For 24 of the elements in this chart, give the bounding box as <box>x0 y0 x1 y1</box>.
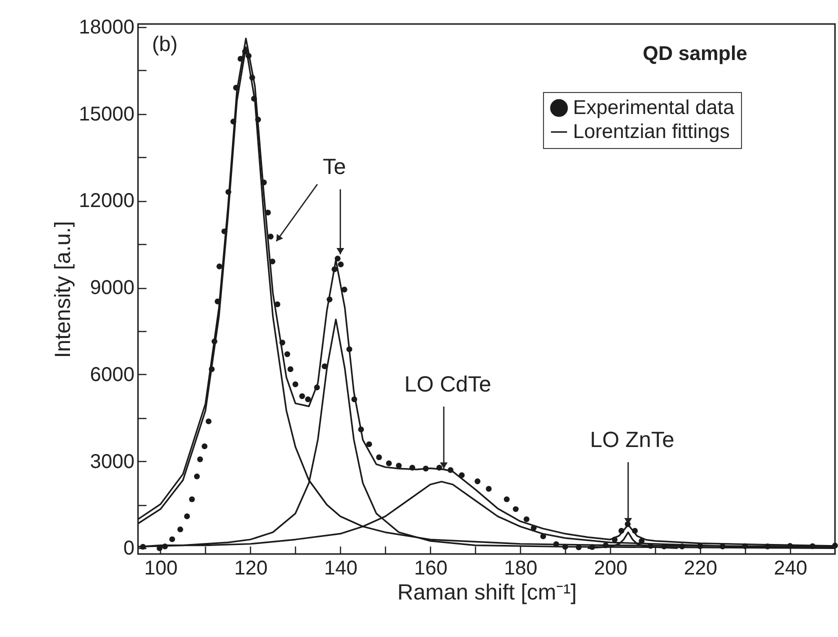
x-tick-label: 160 <box>414 558 448 580</box>
y-tick-label: 9000 <box>90 277 134 300</box>
y-tick-label: 3000 <box>90 450 134 473</box>
legend-label: Lorentzian fittings <box>573 121 730 143</box>
x-tick-label: 100 <box>144 558 178 580</box>
y-tick-label: 15000 <box>78 103 134 126</box>
x-tick-label: 240 <box>774 558 808 580</box>
annotation: Te <box>322 154 346 180</box>
x-tick-label: 120 <box>234 558 268 580</box>
x-tick-label: 140 <box>324 558 358 580</box>
annotation: QD sample <box>642 43 748 65</box>
x-tick-label: 220 <box>684 558 718 580</box>
y-tick-label: 12000 <box>78 190 134 212</box>
y-axis-title: Intensity [a.u.] <box>50 221 75 358</box>
annotation: (b) <box>152 33 178 56</box>
x-tick-label: 200 <box>594 558 628 580</box>
y-tick-label: 0 <box>123 538 134 560</box>
legend-label: Experimental data <box>573 97 736 119</box>
y-tick-label: 18000 <box>78 16 134 38</box>
annotation: LO ZnTe <box>590 427 674 452</box>
annotation: LO CdTe <box>404 372 492 397</box>
x-tick-label: 180 <box>504 558 538 580</box>
y-tick-label: 6000 <box>90 364 134 386</box>
x-axis-title: Raman shift [cm⁻¹] <box>397 580 577 604</box>
